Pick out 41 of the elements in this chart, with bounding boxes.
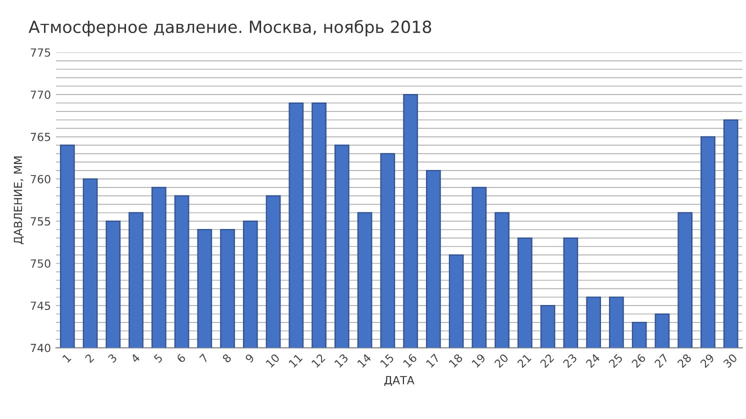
- x-tick-label: 21: [516, 353, 532, 368]
- x-tick-label: 7: [199, 354, 209, 363]
- y-tick-label: 775: [30, 48, 50, 57]
- x-tick-label: 10: [265, 353, 280, 368]
- x-tick-label: 29: [700, 353, 715, 368]
- x-tick-label: 9: [244, 353, 255, 364]
- x-tick-label: 2: [84, 354, 94, 364]
- x-tick-label: 5: [153, 354, 163, 364]
- y-tick-label: 770: [30, 90, 50, 99]
- chart-title: Атмосферное давление. Москва, ноябрь 2018: [28, 20, 432, 36]
- x-tick-label: 23: [562, 353, 578, 368]
- x-tick-label: 11: [288, 354, 303, 368]
- x-tick-label: 22: [540, 354, 554, 368]
- x-tick-label: 24: [585, 353, 600, 368]
- x-tick-label: 18: [448, 353, 464, 368]
- x-tick-label: 25: [608, 353, 624, 368]
- x-tick-label: 20: [494, 353, 509, 368]
- x-tick-label: 19: [471, 353, 486, 368]
- x-tick-label: 17: [426, 354, 440, 368]
- x-tick-label: 15: [380, 354, 394, 368]
- x-tick-label: 13: [334, 353, 349, 368]
- y-tick-label: 765: [30, 132, 50, 142]
- x-tick-label: 27: [654, 353, 669, 368]
- y-axis-title: ДАВЛЕНИЕ, ММ: [14, 156, 24, 244]
- y-tick-label: 760: [30, 174, 50, 184]
- y-tick-label: 740: [30, 344, 50, 352]
- x-tick-label: 8: [222, 353, 232, 364]
- y-tick-label: 745: [30, 302, 50, 310]
- x-tick-label: 16: [402, 353, 418, 368]
- x-tick-label: 26: [631, 353, 646, 368]
- x-tick-label: 30: [722, 353, 738, 368]
- x-axis-title: ДАТА: [384, 376, 414, 386]
- y-tick-label: 755: [30, 217, 50, 226]
- x-tick-label: 3: [108, 353, 118, 364]
- x-tick-label: 12: [311, 354, 326, 368]
- x-tick-label: 28: [676, 353, 692, 368]
- x-tick-label: 4: [130, 353, 140, 364]
- x-tick-label: 6: [176, 353, 186, 364]
- y-tick-label: 750: [30, 259, 50, 268]
- x-tick-label: 1: [62, 354, 72, 363]
- x-tick-label: 14: [357, 353, 372, 368]
